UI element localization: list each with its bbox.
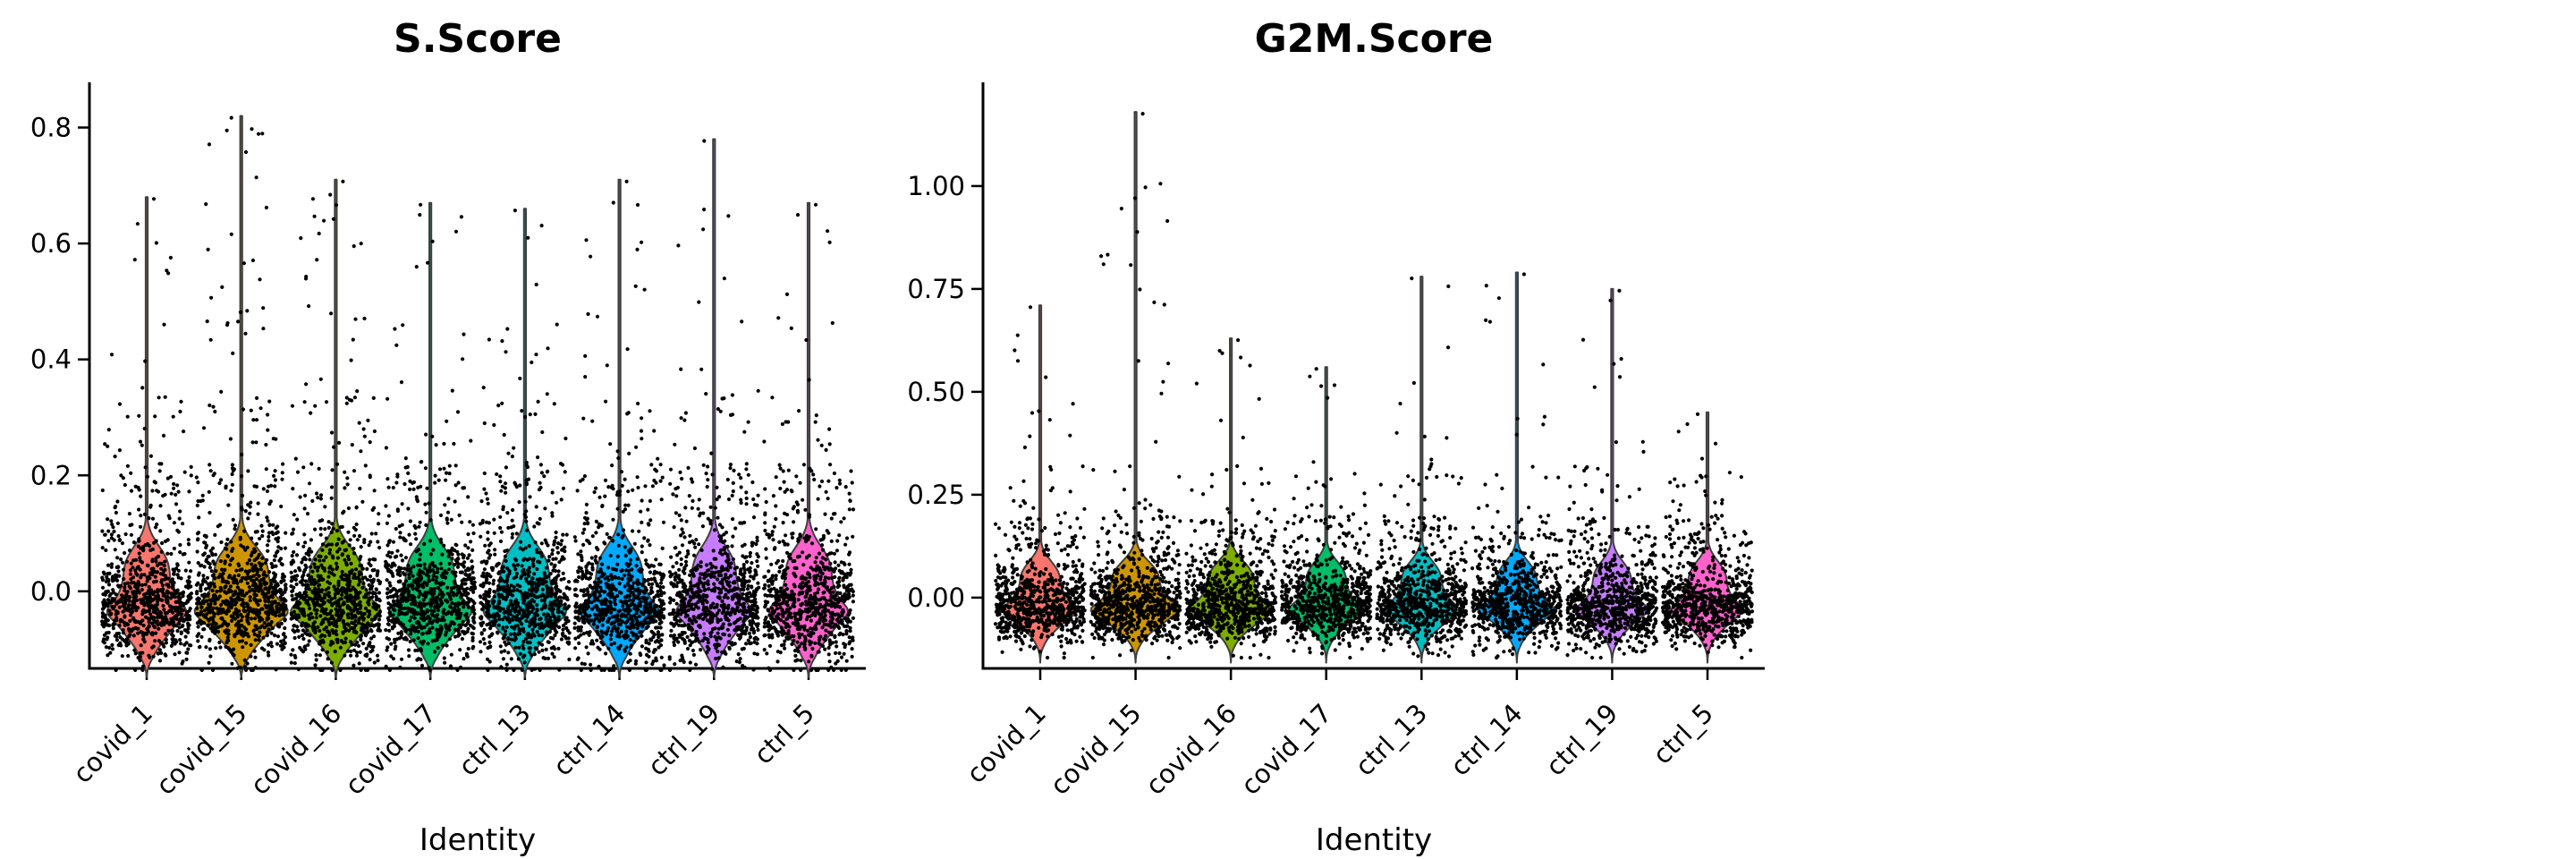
x-tick-label: covid_1 (961, 698, 1052, 789)
violin-covid_1 (106, 196, 187, 678)
x-tick-label: covid_16 (1140, 698, 1242, 801)
x-tick-label: covid_17 (1235, 698, 1338, 801)
jitter-points-covid_15 (194, 115, 288, 673)
jitter-points-ctrl_14 (1470, 272, 1563, 660)
x-tick-label: ctrl_19 (1540, 698, 1624, 782)
jitter-points-ctrl_14 (572, 179, 666, 673)
panel-g2m-score: G2M.Score 1.000.750.500.250.00covid_1cov… (907, 16, 1765, 858)
x-tick-label: ctrl_5 (1647, 698, 1719, 770)
x-tick-label: covid_17 (339, 698, 442, 801)
violin-ctrl_19 (675, 138, 753, 678)
x-tick-label: ctrl_14 (547, 698, 631, 782)
y-tick-label: 0.2 (30, 460, 72, 490)
x-tick-label: ctrl_5 (748, 698, 820, 770)
y-tick-label: 0.00 (907, 583, 965, 613)
y-tick-label: 0.4 (30, 344, 72, 375)
violin-covid_16 (290, 178, 382, 678)
x-tick-label: ctrl_14 (1445, 698, 1529, 782)
x-tick-label: covid_1 (67, 698, 158, 789)
jitter-points-ctrl_5 (762, 202, 856, 673)
jitter-points-covid_15 (1089, 112, 1182, 660)
x-tick-label: ctrl_13 (453, 698, 537, 782)
x-tick-label: covid_15 (1044, 698, 1147, 801)
violin-covid_1 (1001, 304, 1080, 664)
jitter-points-ctrl_19 (1565, 288, 1659, 660)
violin-covid_15 (193, 115, 289, 678)
jitter-points-ctrl_13 (1375, 276, 1469, 659)
x-tick-label: covid_15 (150, 698, 253, 801)
x-axis-label: Identity (419, 822, 536, 858)
violin-ctrl_14 (579, 178, 660, 678)
x-tick-label: ctrl_19 (641, 698, 725, 782)
y-tick-label: 1.00 (907, 171, 965, 201)
jitter-points-covid_16 (1184, 338, 1278, 660)
panel-title: S.Score (394, 16, 562, 62)
y-tick-label: 0.0 (30, 576, 72, 607)
jitter-points-ctrl_19 (667, 139, 761, 673)
y-tick-label: 0.50 (907, 377, 965, 407)
y-tick-label: 0.75 (907, 274, 965, 304)
plot-area: 1.000.750.500.250.00covid_1covid_15covid… (907, 82, 1765, 801)
panel-s-score: S.Score 0.80.60.40.20.0covid_1covid_15co… (30, 16, 866, 858)
plot-area: 0.8 0.6 0.4 0.2 0.0 covid_1covid_15covid_16co… (30, 82, 866, 801)
jitter-points-covid_17 (384, 202, 478, 673)
jitter-points-ctrl_13 (478, 208, 572, 673)
x-tick-label: ctrl_13 (1349, 698, 1433, 782)
y-tick-label: 0.6 (30, 228, 72, 259)
jitter-points-ctrl_5 (1660, 412, 1755, 660)
violin-ctrl_13 (1383, 276, 1461, 664)
x-tick-label: covid_16 (244, 698, 347, 801)
violin-covid_15 (1089, 111, 1182, 664)
jitter-points-covid_17 (1279, 367, 1373, 660)
y-tick-label: 0.25 (907, 480, 965, 510)
x-axis-label: Identity (1316, 822, 1432, 858)
panel-title: G2M.Score (1255, 16, 1494, 62)
y-tick-label: 0.8 (30, 113, 72, 143)
jitter-points-covid_1 (100, 197, 194, 673)
